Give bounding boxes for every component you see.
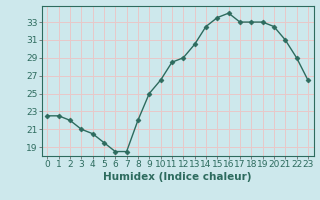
X-axis label: Humidex (Indice chaleur): Humidex (Indice chaleur) (103, 172, 252, 182)
